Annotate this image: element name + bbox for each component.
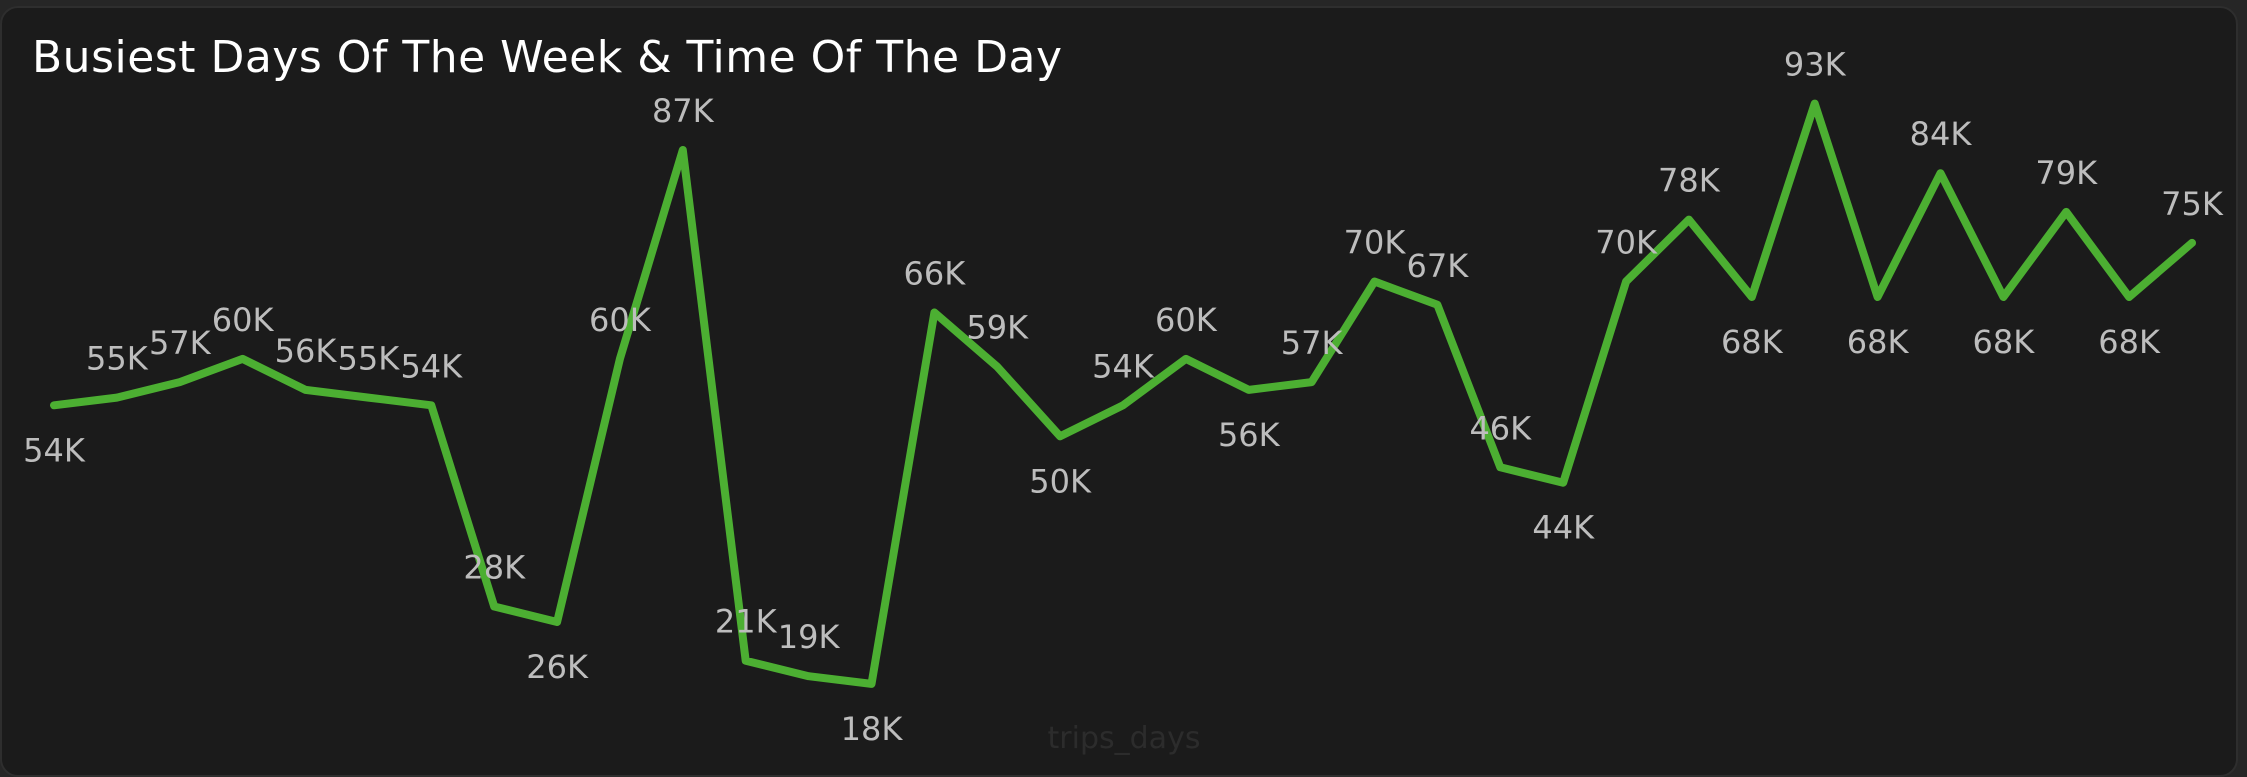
data-label: 93K	[1784, 46, 1847, 84]
data-label: 87K	[652, 92, 715, 130]
data-label: 55K	[86, 340, 149, 378]
data-label: 59K	[966, 309, 1029, 347]
data-label: 75K	[2161, 185, 2224, 223]
data-label: 79K	[2035, 154, 2098, 192]
data-label: 67K	[1407, 247, 1470, 285]
data-label: 60K	[212, 301, 275, 339]
data-label: 54K	[1092, 347, 1155, 385]
data-label: 70K	[1595, 224, 1658, 262]
data-label: 28K	[463, 549, 526, 587]
data-label: 44K	[1532, 509, 1595, 547]
x-axis-label: trips_days	[1048, 721, 1201, 756]
data-label: 84K	[1910, 115, 1973, 153]
data-label: 46K	[1469, 409, 1532, 447]
data-label: 57K	[149, 324, 212, 362]
data-label: 60K	[589, 301, 652, 339]
data-label: 54K	[23, 431, 86, 469]
data-label: 54K	[400, 347, 463, 385]
data-label: 18K	[841, 710, 904, 748]
series-layer	[50, 99, 2196, 688]
chart-title: Busiest Days Of The Week & Time Of The D…	[32, 32, 1063, 83]
data-label: 68K	[2098, 323, 2161, 361]
data-label: 78K	[1658, 162, 1721, 200]
data-label: 60K	[1155, 301, 1218, 339]
chart-card: Busiest Days Of The Week & Time Of The D…	[0, 6, 2238, 777]
data-label: 26K	[526, 648, 589, 686]
data-label: 70K	[1344, 224, 1407, 262]
data-label: 56K	[1218, 416, 1281, 454]
data-label: 68K	[1721, 323, 1784, 361]
data-label: 66K	[904, 255, 967, 293]
data-label: 19K	[778, 618, 841, 656]
data-label: 68K	[1847, 323, 1910, 361]
series-line	[50, 99, 2196, 688]
data-label: 56K	[275, 332, 338, 370]
data-label: 68K	[1973, 323, 2036, 361]
data-label: 57K	[1281, 324, 1344, 362]
data-label: 21K	[715, 603, 778, 641]
data-label: 55K	[338, 340, 401, 378]
data-label: 50K	[1029, 462, 1092, 500]
